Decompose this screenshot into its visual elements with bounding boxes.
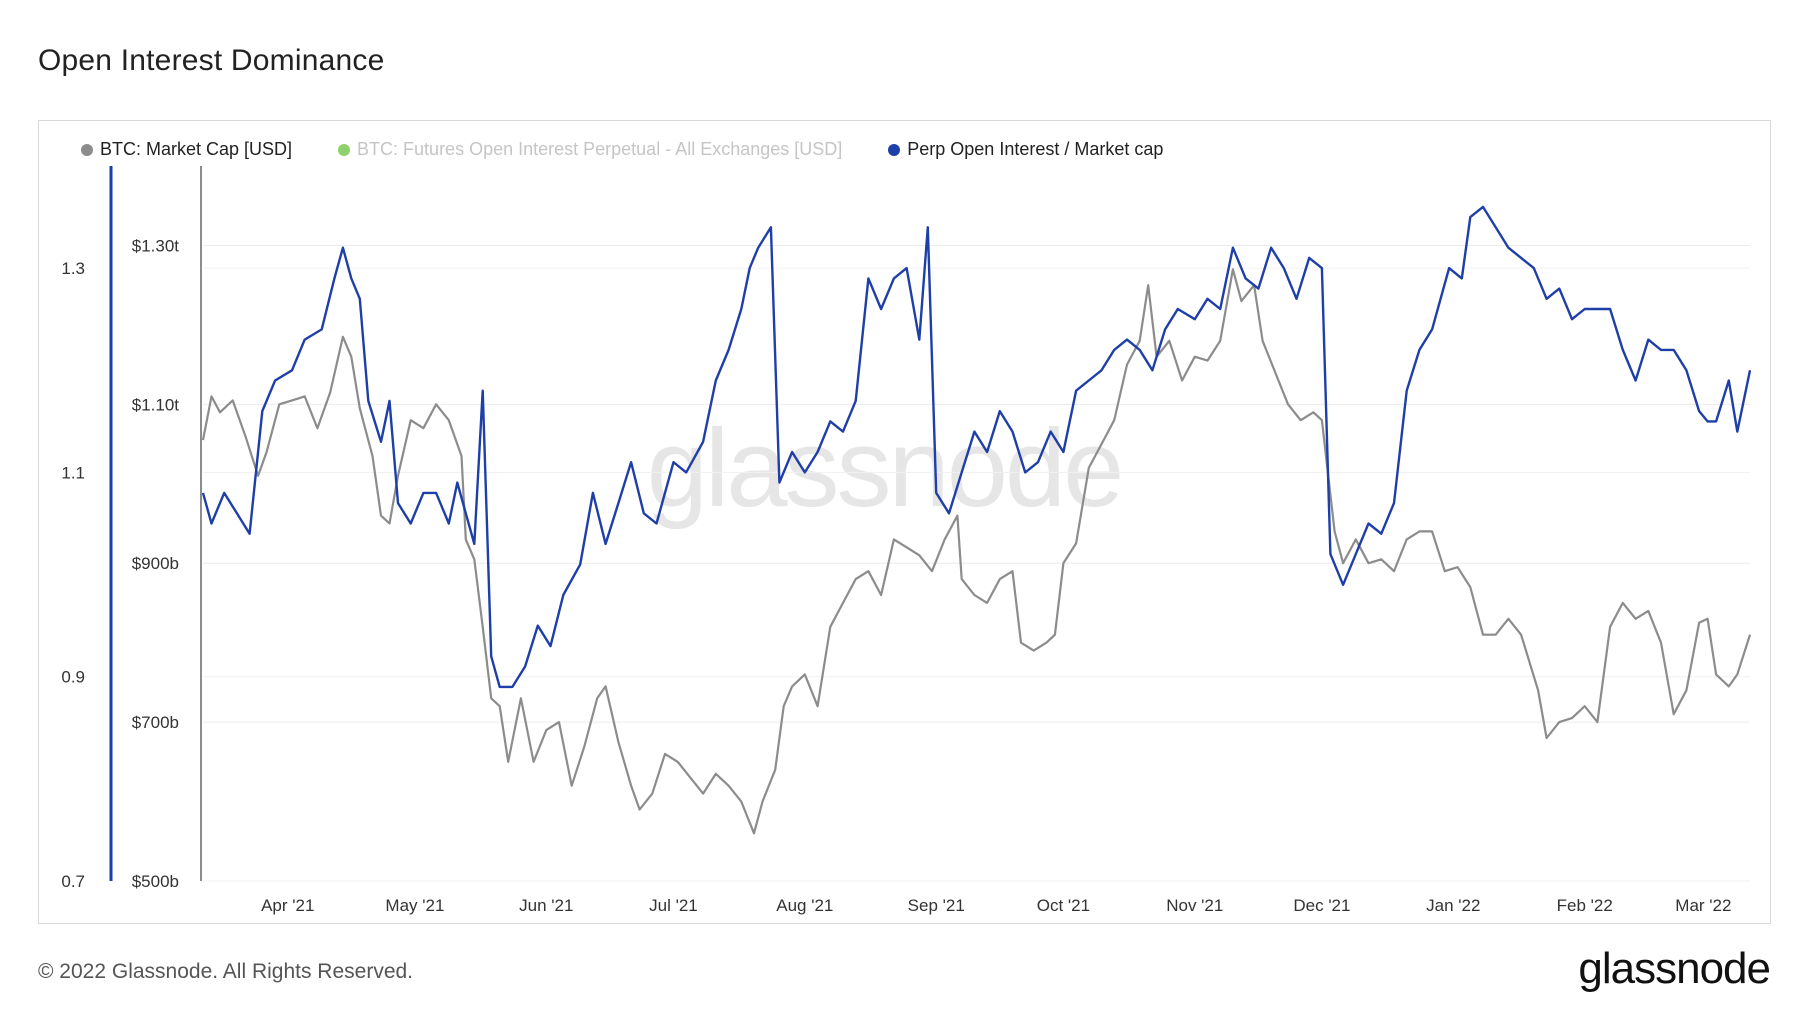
series-lines xyxy=(201,205,1752,835)
chart-svg: glassnode 0.7 0.9 1.1 1.3 $500b $700b $900b $1… xyxy=(61,166,1752,915)
x-tick-label: May '21 xyxy=(385,896,444,915)
legend-item-perp-oi-ratio[interactable]: Perp Open Interest / Market cap xyxy=(888,139,1163,160)
x-tick-label: Oct '21 xyxy=(1037,896,1090,915)
axes xyxy=(109,166,202,881)
legend: BTC: Market Cap [USD] BTC: Futures Open … xyxy=(81,139,1163,160)
footer-copyright: © 2022 Glassnode. All Rights Reserved. xyxy=(38,960,414,983)
legend-label-futures-open-interest: BTC: Futures Open Interest Perpetual - A… xyxy=(357,139,843,159)
y-mid-tick-label: $900b xyxy=(132,554,179,573)
y-left-tick-label: 1.1 xyxy=(61,463,85,482)
legend-label-market-cap: BTC: Market Cap [USD] xyxy=(100,139,293,159)
legend-item-market-cap[interactable]: BTC: Market Cap [USD] xyxy=(81,139,292,160)
y-mid-tick-label: $700b xyxy=(132,713,179,732)
series-line-0 xyxy=(201,268,1752,835)
x-tick-label: Jan '22 xyxy=(1426,896,1480,915)
glassnode-logo[interactable]: glassnode xyxy=(1578,944,1771,993)
y-mid-tick-label: $1.30t xyxy=(132,236,180,255)
x-tick-label: Jul '21 xyxy=(649,896,698,915)
y-left-tick-label: 0.7 xyxy=(61,872,85,891)
y-left-tick-label: 0.9 xyxy=(61,668,85,687)
y-mid-tick-label: $1.10t xyxy=(132,395,180,414)
x-tick-label: Nov '21 xyxy=(1166,896,1223,915)
series-line-1 xyxy=(201,205,1752,689)
legend-item-futures-open-interest[interactable]: BTC: Futures Open Interest Perpetual - A… xyxy=(338,139,842,160)
x-tick-label: Feb '22 xyxy=(1557,896,1613,915)
legend-dot-perp-oi-ratio xyxy=(888,143,901,156)
x-tick-label: Mar '22 xyxy=(1675,896,1731,915)
x-tick-label: Aug '21 xyxy=(776,896,833,915)
x-tick-label: Sep '21 xyxy=(908,896,965,915)
gridlines xyxy=(203,244,1750,882)
y-mid-ticks: $500b $700b $900b $1.10t $1.30t xyxy=(132,236,180,891)
legend-label-perp-oi-ratio: Perp Open Interest / Market cap xyxy=(907,139,1164,159)
y-left-tick-label: 1.3 xyxy=(61,259,85,278)
page-title: Open Interest Dominance xyxy=(38,44,385,77)
x-tick-label: Dec '21 xyxy=(1293,896,1350,915)
legend-dot-market-cap xyxy=(81,143,93,156)
chart-frame: glassnode 0.7 0.9 1.1 1.3 $500b $700b $900b $1… xyxy=(38,120,1771,924)
watermark: glassnode xyxy=(647,407,1122,530)
y-mid-tick-label: $500b xyxy=(132,872,179,891)
y-left-ticks: 0.7 0.9 1.1 1.3 xyxy=(61,259,85,891)
legend-dot-futures-open-interest xyxy=(338,143,351,156)
x-tick-label: Apr '21 xyxy=(261,896,314,915)
x-tick-label: Jun '21 xyxy=(519,896,573,915)
x-ticks: Apr '21 May '21 Jun '21 Jul '21 Aug '21 Sep '… xyxy=(261,896,1731,915)
